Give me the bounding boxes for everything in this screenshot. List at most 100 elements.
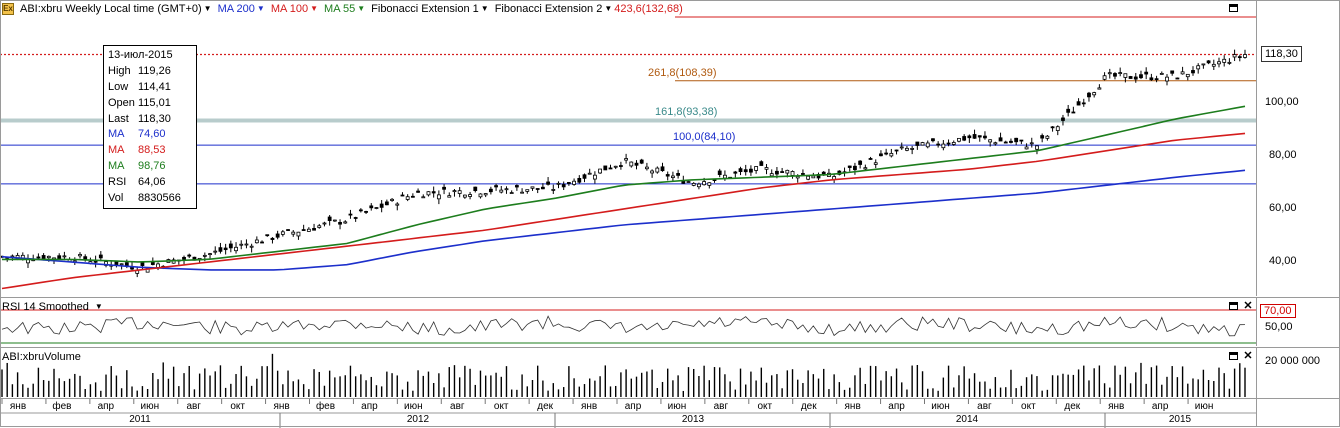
fib1-label: Fibonacci Extension 1 (371, 3, 479, 15)
candle-body (332, 219, 337, 222)
close-icon[interactable]: ✕ (1243, 300, 1253, 312)
candle-body (535, 188, 540, 190)
rsi-title: RSI 14 Smoothed (2, 301, 89, 313)
candle-body (983, 135, 987, 139)
candle-body (946, 142, 951, 145)
candle-body (873, 162, 878, 165)
ma55-label: MA 55 (324, 3, 356, 15)
tooltip-row: RSI 64,06 (108, 174, 196, 190)
candle-body (494, 185, 498, 188)
candle-body (811, 175, 816, 179)
candle-body (322, 222, 327, 225)
candle-body (629, 161, 634, 167)
candle-body (260, 241, 264, 244)
candle-body (426, 191, 431, 196)
candle-body (369, 205, 374, 209)
series-line-ma-200 (1, 169, 1246, 271)
candle-body (275, 233, 280, 238)
candle-body (1087, 92, 1091, 98)
time-axis[interactable]: янв фев апр июн авг окт янв фев апр июн авг окт дек я… (0, 398, 1256, 428)
volume-pane[interactable]: ABI:xbruVolume ✕ (0, 347, 1256, 399)
rsi-legend[interactable]: RSI 14 Smoothed ▼ (2, 300, 103, 314)
tooltip-key: MA (108, 128, 125, 141)
candle-body (1227, 61, 1232, 64)
month-label: июн (1194, 401, 1214, 412)
candle-body (213, 250, 218, 253)
candle-body (884, 152, 889, 155)
tooltip-rows: High 119,26 Low 114,41 Open 115,01 Last 118,30 M… (108, 63, 196, 206)
candle-body (608, 167, 613, 170)
candle-body (1066, 108, 1071, 113)
ma100-menu[interactable]: MA 100 ▼ (271, 3, 318, 15)
candle-body (187, 254, 192, 257)
rsi-axis[interactable]: 70,00 50,00 (1256, 297, 1340, 346)
tooltip-value: 115,01 (138, 96, 171, 109)
candle-body (743, 169, 748, 173)
close-icon[interactable]: ✕ (1243, 350, 1253, 362)
chart-legend: Ex ABI:xbru Weekly Local time (GMT+0) ▼ M… (2, 2, 683, 16)
year-label: 2015 (1168, 414, 1192, 425)
candle-body (1196, 65, 1201, 70)
candle-body (421, 196, 426, 199)
candle-body (296, 231, 301, 237)
price-pane[interactable]: Ex ABI:xbru Weekly Local time (GMT+0) ▼ M… (0, 0, 1256, 296)
tooltip-value: 74,60 (138, 128, 166, 141)
rsi-pane[interactable]: RSI 14 Smoothed ▼ ✕ (0, 297, 1256, 347)
tooltip-row: Last 118,30 (108, 111, 196, 127)
dropdown-arrow-icon: ▼ (256, 4, 265, 13)
candle-body (1201, 63, 1206, 66)
candle-body (1024, 146, 1029, 150)
candle-body (156, 263, 160, 268)
dropdown-arrow-icon: ▼ (480, 4, 489, 13)
price-axis[interactable]: 118,30 100,00 80,00 60,00 40,00 (1256, 0, 1340, 296)
candle-body (645, 166, 649, 170)
tooltip-key: RSI (108, 176, 127, 189)
candle-body (801, 173, 805, 175)
tooltip-key: Last (108, 112, 129, 125)
price-tick: 80,00 (1269, 149, 1297, 161)
month-label: июн (931, 401, 950, 412)
maximize-icon[interactable] (1229, 302, 1238, 310)
candle-body (754, 166, 759, 171)
candle-body (405, 196, 410, 200)
candle-body (1232, 54, 1237, 58)
tooltip-row: Open 115,01 (108, 95, 196, 111)
year-label: 2013 (681, 414, 705, 425)
candle-body (998, 137, 1003, 142)
ma200-menu[interactable]: MA 200 ▼ (218, 3, 265, 15)
tooltip-key: Vol (108, 191, 124, 204)
rsi-plot[interactable] (0, 298, 1256, 347)
candle-body (1107, 72, 1112, 75)
price-plot[interactable] (0, 0, 1256, 296)
candle-body (993, 142, 998, 145)
candle-body (1154, 78, 1159, 81)
candle-body (1165, 76, 1169, 82)
volume-plot[interactable] (0, 348, 1256, 399)
candle-body (988, 139, 993, 143)
candle-body (1019, 139, 1024, 142)
tooltip-date: 13-июл-2015 (108, 48, 173, 61)
candle-body (592, 174, 597, 180)
candle-body (1118, 72, 1123, 74)
candle-body (853, 165, 857, 171)
candle-body (889, 152, 894, 157)
candle-body (208, 253, 212, 255)
month-label: окт (230, 401, 245, 412)
volume-axis[interactable]: 20 000 000 (1256, 347, 1340, 398)
month-label: янв (273, 401, 290, 412)
candle-body (665, 174, 670, 177)
fib2-menu[interactable]: Fibonacci Extension 2 ▼ 423,6(132,68) (495, 3, 683, 15)
month-label: авг (450, 401, 465, 412)
maximize-icon[interactable] (1229, 352, 1238, 360)
symbol-menu[interactable]: ABI:xbru Weekly Local time (GMT+0) ▼ (20, 3, 212, 15)
maximize-icon[interactable] (1229, 4, 1238, 12)
fib1-menu[interactable]: Fibonacci Extension 1 ▼ (371, 3, 489, 15)
ma55-menu[interactable]: MA 55 ▼ (324, 3, 365, 15)
volume-title: ABI:xbruVolume (2, 351, 81, 363)
axis-corner (1256, 398, 1340, 427)
tooltip-value: 118,30 (138, 112, 171, 125)
candle-body (915, 141, 920, 146)
candle-body (124, 262, 129, 267)
candle-body (291, 231, 296, 235)
